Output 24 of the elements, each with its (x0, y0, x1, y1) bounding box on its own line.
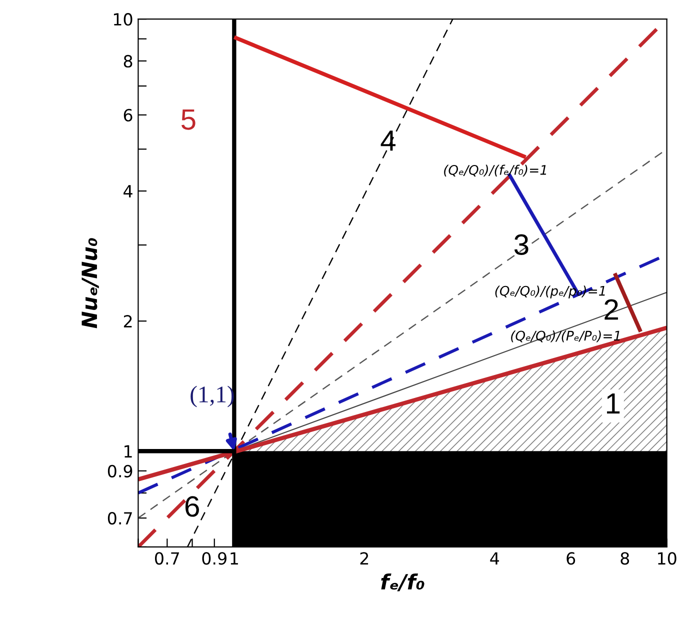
x-tick-label: 1 (230, 552, 238, 564)
annotation: 3 (514, 234, 528, 255)
x-axis-title: fₑ/f₀ (381, 574, 424, 592)
x-tick-label: 0.9 (202, 552, 226, 565)
annotation: 6 (185, 496, 199, 517)
annotation: 4 (380, 130, 396, 151)
x-tick-label: 0.7 (155, 552, 179, 565)
y-tick-label: 0.9 (108, 464, 132, 478)
annotation: 5 (181, 109, 196, 130)
annotation: 1 (607, 393, 620, 414)
y-tick-label: 6 (124, 108, 132, 122)
x-tick-label: 2 (360, 552, 368, 564)
y-tick-label: 1 (124, 445, 132, 458)
x-tick-label: 10 (658, 552, 676, 565)
y-tick-label: 10 (114, 13, 132, 26)
y-axis-title: Nuₑ/Nu₀ (82, 238, 99, 328)
y-tick-label: 4 (124, 185, 132, 198)
y-tick-label: 8 (124, 54, 132, 68)
x-tick-label: 6 (566, 552, 576, 565)
y-tick-label: 0.7 (108, 512, 132, 525)
x-tick-label: 8 (620, 552, 630, 565)
annotation: (Qₑ/Q₀)/(fₑ/f₀)=1 (444, 164, 546, 176)
x-tick-label: 4 (490, 552, 500, 564)
y-tick-label: 2 (124, 315, 132, 328)
